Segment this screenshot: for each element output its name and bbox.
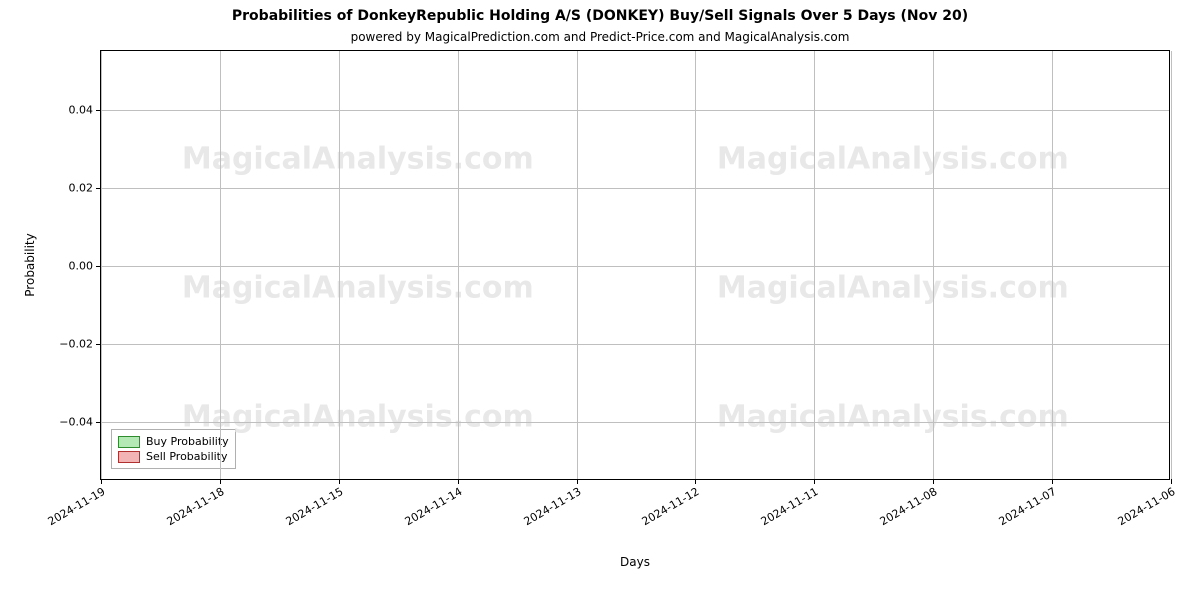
gridline-vertical bbox=[458, 51, 459, 479]
xtick-mark bbox=[577, 479, 578, 484]
gridline-horizontal bbox=[101, 344, 1169, 345]
chart-subtitle: powered by MagicalPrediction.com and Pre… bbox=[0, 30, 1200, 44]
xtick-mark bbox=[814, 479, 815, 484]
xtick-mark bbox=[695, 479, 696, 484]
gridline-horizontal bbox=[101, 188, 1169, 189]
xtick-mark bbox=[220, 479, 221, 484]
xtick-label: 2024-11-08 bbox=[878, 485, 940, 528]
x-axis-label: Days bbox=[620, 555, 650, 569]
xtick-mark bbox=[339, 479, 340, 484]
xtick-label: 2024-11-19 bbox=[46, 485, 108, 528]
gridline-vertical bbox=[339, 51, 340, 479]
gridline-vertical bbox=[814, 51, 815, 479]
xtick-label: 2024-11-06 bbox=[1116, 485, 1178, 528]
ytick-label: 0.04 bbox=[69, 103, 94, 116]
xtick-label: 2024-11-12 bbox=[640, 485, 702, 528]
gridline-vertical bbox=[220, 51, 221, 479]
xtick-mark bbox=[933, 479, 934, 484]
gridline-horizontal bbox=[101, 422, 1169, 423]
legend-row: Sell Probability bbox=[118, 449, 229, 464]
gridline-horizontal bbox=[101, 266, 1169, 267]
xtick-mark bbox=[101, 479, 102, 484]
gridline-vertical bbox=[695, 51, 696, 479]
legend: Buy Probability Sell Probability bbox=[111, 429, 236, 469]
chart-title: Probabilities of DonkeyRepublic Holding … bbox=[0, 8, 1200, 24]
xtick-label: 2024-11-18 bbox=[165, 485, 227, 528]
legend-swatch bbox=[118, 451, 140, 463]
watermark: MagicalAnalysis.com bbox=[717, 270, 1069, 305]
watermark: MagicalAnalysis.com bbox=[182, 141, 534, 176]
xtick-label: 2024-11-14 bbox=[402, 485, 464, 528]
chart-container: Probabilities of DonkeyRepublic Holding … bbox=[0, 0, 1200, 600]
ytick-label: −0.02 bbox=[59, 338, 93, 351]
legend-label: Sell Probability bbox=[146, 450, 228, 463]
xtick-label: 2024-11-15 bbox=[283, 485, 345, 528]
xtick-mark bbox=[1171, 479, 1172, 484]
gridline-vertical bbox=[577, 51, 578, 479]
xtick-label: 2024-11-13 bbox=[521, 485, 583, 528]
xtick-label: 2024-11-11 bbox=[759, 485, 821, 528]
gridline-vertical bbox=[933, 51, 934, 479]
gridline-horizontal bbox=[101, 110, 1169, 111]
legend-label: Buy Probability bbox=[146, 435, 229, 448]
xtick-label: 2024-11-07 bbox=[997, 485, 1059, 528]
y-axis-label: Probability bbox=[23, 233, 37, 296]
watermark: MagicalAnalysis.com bbox=[717, 141, 1069, 176]
legend-swatch bbox=[118, 436, 140, 448]
xtick-mark bbox=[1052, 479, 1053, 484]
gridline-vertical bbox=[1171, 51, 1172, 479]
ytick-label: 0.02 bbox=[69, 181, 94, 194]
gridline-vertical bbox=[101, 51, 102, 479]
ytick-label: −0.04 bbox=[59, 416, 93, 429]
gridline-vertical bbox=[1052, 51, 1053, 479]
legend-row: Buy Probability bbox=[118, 434, 229, 449]
xtick-mark bbox=[458, 479, 459, 484]
watermark: MagicalAnalysis.com bbox=[182, 270, 534, 305]
watermark: MagicalAnalysis.com bbox=[717, 399, 1069, 434]
ytick-label: 0.00 bbox=[69, 260, 94, 273]
plot-area: Buy Probability Sell Probability MagicalA… bbox=[100, 50, 1170, 480]
